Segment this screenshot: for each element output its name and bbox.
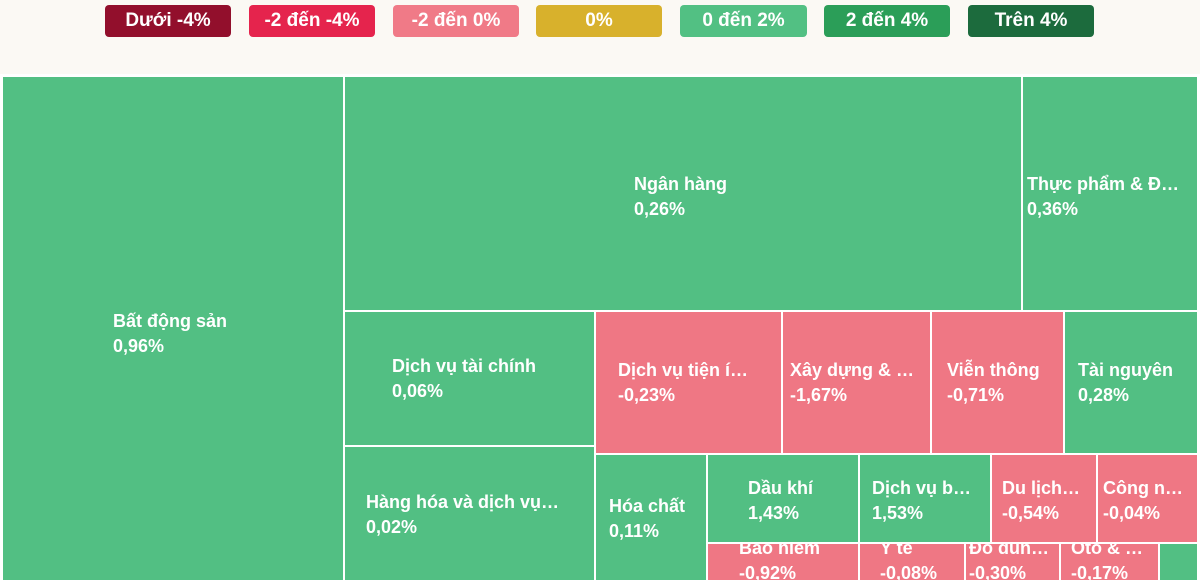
tile-sector-name: Bảo hiểm [739, 543, 821, 558]
treemap-tile[interactable]: Ngân hàng 0,26% [344, 76, 1022, 311]
tile-sector-name: Dịch vụ tiện í… [618, 360, 749, 380]
tile-sector-change: 0,06% [392, 381, 444, 401]
tile-sector-change: -0,30% [969, 563, 1027, 581]
tile-label: Y tế -0,08% [880, 543, 938, 581]
tile-label: Đồ dùn… -0,30% [969, 543, 1049, 581]
tile-sector-change: -0,92% [739, 563, 797, 581]
legend-item[interactable]: -2 đến -4% [249, 5, 375, 37]
tile-label: Dịch vụ tiện í… -0,23% [618, 358, 748, 408]
tile-sector-change: -0,71% [947, 385, 1005, 405]
legend: Dưới -4% -2 đến -4% -2 đến 0% 0% 0 đến 2% 2 đ… [0, 5, 1200, 39]
sector-treemap: Bất động sản 0,96% Ngân hàng 0,26% Thực phẩm… [0, 74, 1200, 583]
tile-sector-change: 1,53% [872, 503, 924, 523]
tile-sector-change: -0,23% [618, 385, 676, 405]
tile-label: Bất động sản 0,96% [113, 309, 227, 359]
tile-label: Dịch vụ tài chính 0,06% [392, 354, 536, 404]
treemap-tile[interactable]: Hàng hóa và dịch vụ… 0,02% [344, 446, 595, 581]
tile-sector-change: -0,54% [1002, 503, 1060, 523]
tile-sector-name: Ngân hàng [634, 174, 727, 194]
legend-item[interactable]: Dưới -4% [105, 5, 231, 37]
legend-item[interactable]: Trên 4% [968, 5, 1094, 37]
tile-sector-name: Thực phẩm & Đ… [1027, 174, 1180, 194]
tile-label: Dịch vụ b… 1,53% [872, 476, 971, 526]
tile-label: Ngân hàng 0,26% [634, 172, 727, 222]
tile-sector-name: Viễn thông [947, 360, 1040, 380]
legend-item[interactable]: 0 đến 2% [680, 5, 807, 37]
treemap-tile[interactable]: Y tế -0,08% [859, 543, 965, 581]
tile-sector-name: Ôtô & … [1071, 543, 1143, 558]
tile-sector-name: Công n… [1103, 478, 1183, 498]
treemap-tile[interactable]: Du lịch… -0,54% [991, 454, 1097, 543]
tile-label: Dầu khí 1,43% [748, 476, 813, 526]
tile-sector-name: Hàng hóa và dịch vụ… [366, 492, 560, 512]
treemap-tile[interactable]: Hóa chất 0,11% [595, 454, 707, 581]
tile-sector-change: 0,36% [1027, 199, 1079, 219]
tile-sector-change: -0,17% [1071, 563, 1129, 581]
legend-item[interactable]: 0% [536, 5, 662, 37]
tile-sector-name: Bất động sản [113, 311, 228, 331]
tile-sector-change: 0,02% [366, 517, 418, 537]
tile-sector-change: -0,08% [880, 563, 938, 581]
tile-label: Bảo hiểm -0,92% [739, 543, 821, 581]
tile-sector-name: Tài nguyên [1078, 360, 1174, 380]
tile-sector-name: Dịch vụ b… [872, 478, 972, 498]
tile-sector-name: Dịch vụ tài chính [392, 356, 537, 376]
legend-item[interactable]: 2 đến 4% [824, 5, 950, 37]
treemap-tile[interactable]: Viễn thông -0,71% [931, 311, 1064, 454]
treemap-tile[interactable]: Dịch vụ tiện í… -0,23% [595, 311, 782, 454]
tile-sector-name: Y tế [880, 543, 913, 558]
treemap-tile[interactable]: Dầu khí 1,43% [707, 454, 859, 543]
treemap-tile[interactable]: Xây dựng & … -1,67% [782, 311, 931, 454]
tile-label: Viễn thông -0,71% [947, 358, 1040, 408]
tile-label: Hóa chất 0,11% [609, 494, 685, 544]
treemap-tile[interactable]: Thực phẩm & Đ… 0,36% [1022, 76, 1198, 311]
treemap-tile[interactable]: Ôtô & … -0,17% [1060, 543, 1159, 581]
tile-label: Hàng hóa và dịch vụ… 0,02% [366, 490, 559, 540]
treemap-tile[interactable]: Tài nguyên 0,28% [1064, 311, 1198, 454]
treemap-tile[interactable]: Dịch vụ b… 1,53% [859, 454, 991, 543]
tile-sector-change: -0,04% [1103, 503, 1161, 523]
treemap-tile[interactable]: Công n… -0,04% [1097, 454, 1198, 543]
tile-label: Ôtô & … -0,17% [1071, 543, 1143, 581]
tile-sector-name: Dầu khí [748, 478, 814, 498]
tile-sector-change: 0,26% [634, 199, 686, 219]
treemap-tile[interactable]: Bất động sản 0,96% [2, 76, 344, 581]
treemap-tile[interactable]: Dịch vụ tài chính 0,06% [344, 311, 595, 446]
legend-item[interactable]: -2 đến 0% [393, 5, 519, 37]
tile-label: Du lịch… -0,54% [1002, 476, 1080, 526]
tile-sector-change: 1,43% [748, 503, 800, 523]
tile-label: Công n… -0,04% [1103, 476, 1183, 526]
treemap-tile[interactable] [1159, 543, 1198, 581]
tile-sector-name: Đồ dùn… [969, 543, 1049, 558]
treemap-tile[interactable]: Đồ dùn… -0,30% [965, 543, 1060, 581]
tile-sector-name: Xây dựng & … [790, 360, 915, 380]
treemap-tile[interactable]: Bảo hiểm -0,92% [707, 543, 859, 581]
tile-sector-change: 0,11% [609, 521, 660, 541]
tile-label: Tài nguyên 0,28% [1078, 358, 1173, 408]
tile-label: Thực phẩm & Đ… 0,36% [1027, 172, 1179, 222]
tile-sector-name: Du lịch… [1002, 478, 1081, 498]
tile-sector-change: -1,67% [790, 385, 848, 405]
tile-label: Xây dựng & … -1,67% [790, 358, 914, 408]
tile-sector-change: 0,96% [113, 336, 165, 356]
tile-sector-name: Hóa chất [609, 496, 686, 516]
tile-sector-change: 0,28% [1078, 385, 1130, 405]
